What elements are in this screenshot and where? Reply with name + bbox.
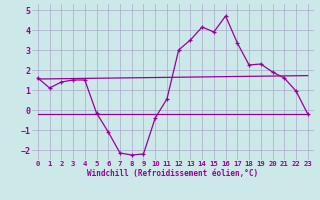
X-axis label: Windchill (Refroidissement éolien,°C): Windchill (Refroidissement éolien,°C) xyxy=(87,169,258,178)
